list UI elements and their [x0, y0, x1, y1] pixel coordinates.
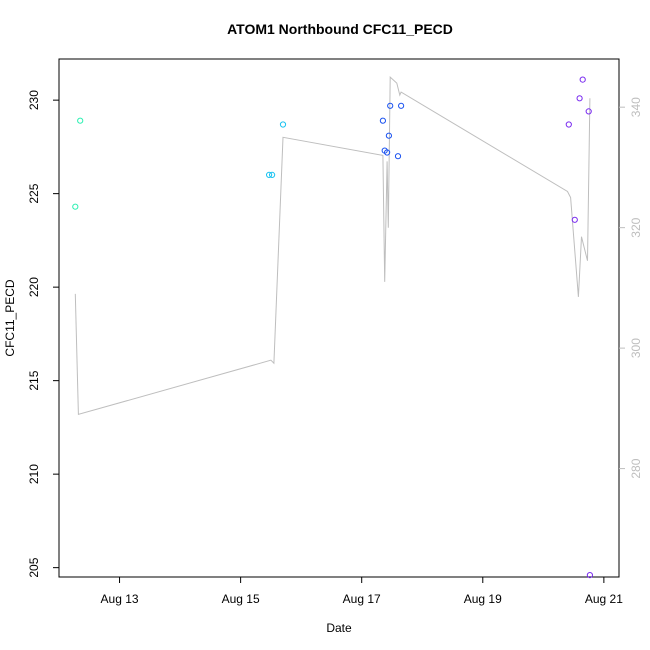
data-point: [72, 203, 79, 210]
y-tick-label: 210: [27, 464, 41, 484]
y-tick-label: 205: [27, 557, 41, 577]
plot-frame: [58, 58, 620, 578]
data-point: [77, 117, 84, 124]
data-point: [576, 95, 583, 102]
data-point: [384, 149, 391, 156]
data-point: [269, 171, 276, 178]
line-series: [74, 75, 591, 416]
data-point: [266, 171, 273, 178]
right-y-tick-label: 280: [629, 458, 643, 478]
x-tick-label: Aug 19: [464, 592, 502, 606]
right-y-tick-label: 340: [629, 97, 643, 117]
data-point: [398, 102, 405, 109]
data-point: [279, 121, 287, 128]
points-layer: [72, 76, 594, 579]
data-point: [586, 572, 594, 579]
data-point: [387, 102, 394, 109]
right-y-tick-label: 300: [629, 338, 643, 358]
chart-title: ATOM1 Northbound CFC11_PECD: [227, 21, 453, 37]
y-tick-label: 230: [27, 90, 41, 110]
y-tick-label: 225: [27, 183, 41, 203]
data-point: [571, 216, 578, 223]
y-axis-label: CFC11_PECD: [3, 279, 17, 356]
data-point: [565, 121, 572, 128]
x-tick-label: Aug 13: [101, 592, 139, 606]
right-y-tick-label: 320: [629, 217, 643, 237]
data-point: [579, 76, 586, 83]
x-tick-label: Aug 21: [585, 592, 623, 606]
data-point: [379, 117, 386, 124]
x-tick-label: Aug 17: [343, 592, 381, 606]
y-tick-label: 220: [27, 277, 41, 297]
x-axis: Aug 13 Aug 15 Aug 17 Aug 19 Aug 21: [101, 577, 623, 606]
data-point: [385, 132, 392, 139]
data-point: [394, 153, 402, 160]
line-series-layer: [74, 75, 591, 416]
data-point: [585, 108, 592, 115]
x-axis-label: Date: [326, 621, 352, 635]
x-tick-label: Aug 15: [222, 592, 260, 606]
y-axis: 205 210 215 220 225 230: [27, 90, 59, 578]
y-tick-label: 215: [27, 370, 41, 390]
right-y-axis: 280 300 320 340: [619, 97, 643, 479]
